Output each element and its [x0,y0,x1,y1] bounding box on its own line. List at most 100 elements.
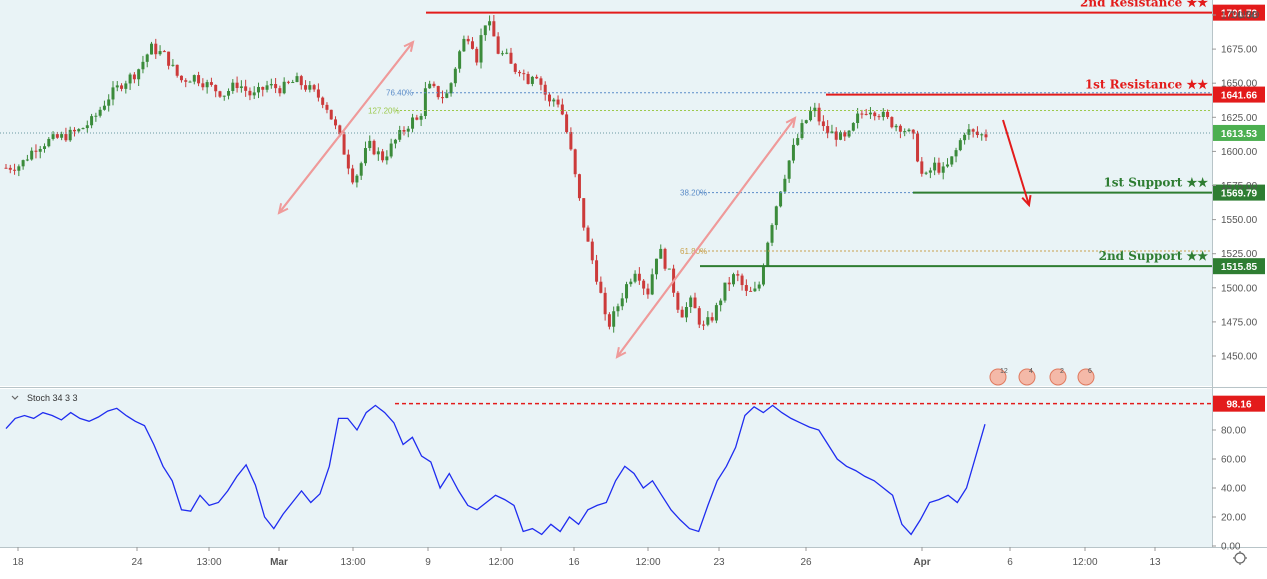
candle-body [222,95,226,97]
candle-body [265,85,269,90]
x-tick-label: 9 [425,557,431,568]
x-tick-label: Mar [270,557,288,568]
trend-arrows [277,40,1032,359]
candle-body [689,297,693,308]
candle-body [868,112,872,115]
candle-body [633,273,637,282]
candle-body [770,225,774,243]
candle-body [145,54,149,62]
candle-body [967,129,971,135]
candle-body [817,107,821,122]
stochastic: 98.16 [5,395,1265,536]
candle-body [873,112,877,117]
candle-body [368,140,372,149]
stoch-max-label: 98.16 [1226,400,1251,411]
x-tick-label: 18 [12,557,24,568]
candle-body [85,125,89,129]
candle-body [821,121,825,127]
candle-body [706,317,710,325]
forecast-arrow [1002,119,1030,206]
level-label: 2nd Resistance ★★ [1080,0,1208,10]
stoch-line [5,404,986,536]
candle-body [218,91,222,97]
candle-body [312,85,316,90]
candle-body [479,35,483,63]
candle-body [625,284,629,299]
candle-body [924,172,928,174]
candle-body [530,76,534,84]
candle-body [81,128,85,130]
stoch-header[interactable]: Stoch 34 3 3 [11,393,78,403]
candle-body [933,162,937,171]
y-tick-label: 1550.00 [1221,215,1258,226]
candle-body [25,159,29,161]
candle-body [295,76,299,83]
candle-body [539,78,543,85]
candle-body [376,151,380,155]
candle-body [599,281,603,293]
candle-body [470,41,474,49]
candle-body [329,109,333,120]
candle-body [791,144,795,161]
candle-body [779,191,783,207]
settings-icon[interactable] [1233,551,1247,565]
candle-body [321,97,325,105]
candle-body [4,167,8,169]
x-tick-label: 24 [131,557,143,568]
event-icon[interactable] [1049,368,1067,386]
candle-body [603,292,607,315]
event-count: 6 [1088,368,1092,375]
candle-body [402,130,406,132]
event-badges: 12 4 2 6 [989,368,1095,386]
candle-body [565,114,569,133]
candle-body [928,170,932,173]
x-tick-label: 16 [568,557,580,568]
x-tick-label: Apr [913,557,930,568]
candle-body [804,120,808,124]
stoch-y-tick-label: 40.00 [1221,484,1246,495]
candle-body [667,268,671,270]
fib-label: 127.20% [368,106,400,115]
candle-body [509,52,513,64]
candle-body [209,82,213,85]
candle-body [727,282,731,285]
x-tick-label: 26 [800,557,812,568]
event-icon[interactable] [989,368,1007,386]
candle-body [120,85,124,89]
y-tick-label: 1700.00 [1221,11,1258,22]
candle-body [98,109,102,116]
stoch-y-tick-label: 20.00 [1221,513,1246,524]
candle-body [877,116,881,118]
candle-body [256,86,260,93]
candle-body [406,128,410,132]
chevron-down-icon[interactable] [11,395,19,400]
candle-body [813,107,817,112]
fib-levels: 76.40% 127.20% 38.20% 61.80% [368,89,1212,256]
candle-body [783,178,787,192]
candle-body [607,314,611,327]
event-icon[interactable] [1018,368,1036,386]
candle-body [714,305,718,321]
candle-body [94,115,98,117]
candle-body [137,69,141,80]
event-icon[interactable] [1077,368,1095,386]
candle-body [43,146,47,149]
candle-body [650,274,654,295]
candle-body [616,306,620,312]
candle-body [483,25,487,36]
candle-body [488,21,492,26]
candle-body [175,64,179,76]
candle-body [102,105,106,110]
candle-body [856,113,860,124]
candle-body [64,134,68,141]
candle-body [432,83,436,87]
y-tick-label: 1450.00 [1221,352,1258,363]
candle-body [385,156,389,161]
candle-body [154,43,158,55]
candle-body [269,84,273,86]
y-tick-label: 1650.00 [1221,79,1258,90]
candle-body [980,134,984,136]
candle-body [291,82,295,84]
candle-body [586,227,590,242]
